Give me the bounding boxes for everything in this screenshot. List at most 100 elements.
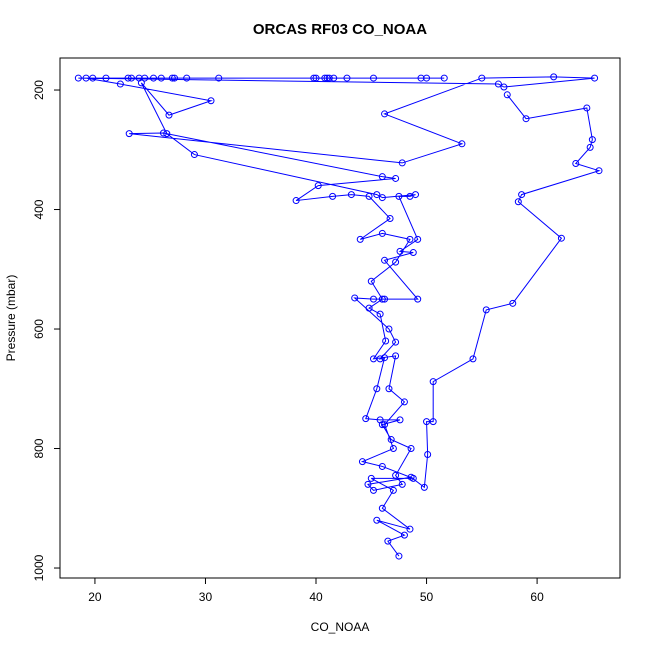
data-point (378, 421, 386, 429)
data-point (440, 74, 448, 82)
data-point (395, 192, 403, 200)
data-point (392, 352, 400, 360)
x-tick-label: 60 (530, 590, 544, 604)
data-point (384, 537, 392, 545)
data-point (373, 191, 381, 199)
data-point (429, 418, 437, 426)
data-point (74, 74, 82, 82)
data-point (406, 525, 414, 533)
data-point (321, 74, 329, 82)
data-point (369, 74, 377, 82)
data-point (509, 299, 517, 307)
data-point (417, 74, 425, 82)
data-point (381, 110, 389, 118)
data-point (381, 354, 389, 362)
x-tick-label: 20 (88, 590, 102, 604)
data-point (168, 74, 176, 82)
data-point (376, 310, 384, 318)
data-point (347, 191, 355, 199)
x-tick-label: 50 (420, 590, 434, 604)
data-point (407, 445, 415, 453)
data-point (429, 378, 437, 386)
data-point (503, 91, 511, 99)
data-point (292, 197, 300, 205)
data-point (343, 74, 351, 82)
data-point (312, 74, 320, 82)
data-point (369, 355, 377, 363)
x-tick-label: 30 (199, 590, 213, 604)
data-point (557, 234, 565, 242)
data-point (381, 295, 389, 303)
data-point (367, 474, 375, 482)
data-point (116, 80, 124, 88)
data-point (378, 229, 386, 237)
data-point (494, 80, 502, 88)
data-point (389, 486, 397, 494)
data-point (387, 436, 395, 444)
data-point (595, 167, 603, 175)
data-point (396, 416, 404, 424)
y-tick-label: 400 (32, 199, 46, 219)
data-point (329, 192, 337, 200)
chart-title: ORCAS RF03 CO_NOAA (253, 21, 427, 38)
data-point (469, 355, 477, 363)
plot-frame (59, 57, 621, 579)
data-point (392, 471, 400, 479)
data-point (378, 173, 386, 181)
data-point (323, 74, 331, 82)
data-point (310, 74, 318, 82)
data-point (215, 74, 223, 82)
data-point (89, 74, 97, 82)
data-point (392, 258, 400, 266)
data-point (588, 136, 596, 144)
data-point (150, 74, 158, 82)
data-point (482, 306, 490, 314)
data-point (207, 97, 215, 105)
data-point (373, 385, 381, 393)
x-tick-label: 40 (309, 590, 323, 604)
y-axis-label: Pressure (mbar) (4, 275, 18, 362)
data-point (367, 277, 375, 285)
data-point (330, 74, 338, 82)
data-point (378, 462, 386, 470)
data-point (518, 191, 526, 199)
data-point (102, 74, 110, 82)
data-point (591, 74, 599, 82)
data-point (424, 450, 432, 458)
data-point (514, 198, 522, 206)
data-point (159, 129, 167, 137)
data-point (362, 415, 370, 423)
data-point (396, 247, 404, 255)
data-point (365, 304, 373, 312)
data-point (392, 174, 400, 182)
data-point (358, 458, 366, 466)
data-line (78, 76, 601, 557)
data-point (325, 74, 333, 82)
data-point (586, 143, 594, 151)
data-point (400, 531, 408, 539)
data-point (369, 295, 377, 303)
data-point (137, 79, 145, 87)
data-point (395, 552, 403, 560)
data-point (381, 256, 389, 264)
data-point (385, 325, 393, 333)
data-point (364, 480, 372, 488)
data-point (163, 130, 171, 138)
data-point (478, 74, 486, 82)
data-point (376, 355, 384, 363)
data-point (423, 418, 431, 426)
data-point (386, 214, 394, 222)
data-point (127, 74, 135, 82)
y-tick-label: 1000 (32, 554, 46, 581)
data-point (165, 111, 173, 119)
data-point (522, 115, 530, 123)
y-tick-label: 800 (32, 438, 46, 458)
data-point (458, 140, 466, 148)
data-point (406, 192, 414, 200)
data-point (314, 182, 322, 190)
y-tick-label: 600 (32, 319, 46, 339)
data-point (500, 83, 508, 91)
data-point (378, 194, 386, 202)
y-tick-label: 200 (32, 80, 46, 100)
